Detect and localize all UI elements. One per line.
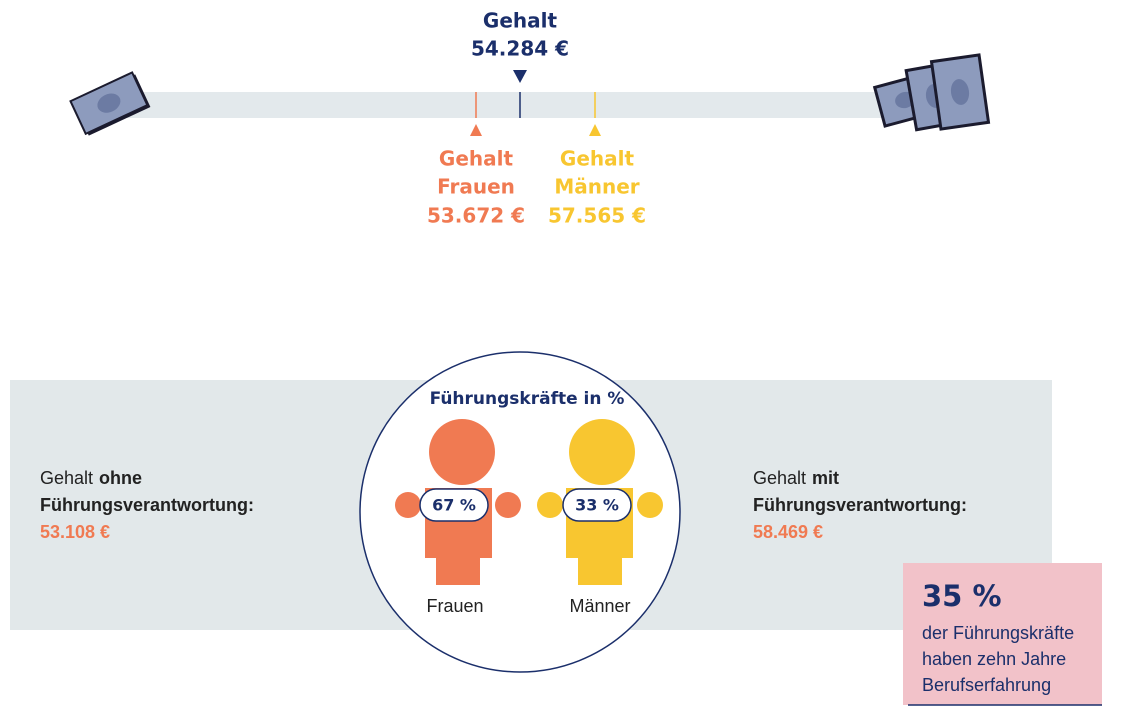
label: Gehalt <box>560 147 635 171</box>
callout-text: haben zehn Jahre <box>922 649 1066 669</box>
marker-arrow-women <box>470 124 482 136</box>
share: 33 % <box>575 496 619 515</box>
label: Männer <box>554 175 639 199</box>
figure-label: Frauen <box>426 596 483 616</box>
salary-without-value: 53.108 € <box>40 522 110 542</box>
money-icon-right <box>875 55 989 130</box>
callout-figure: 35 % <box>922 579 1002 613</box>
marker-arrow-men <box>589 124 601 136</box>
salary-without-line1: Gehalt ohne <box>40 468 142 488</box>
leadership-title: Führungskräfte in % <box>430 389 625 409</box>
salary-with-line2: Führungsverantwortung: <box>753 495 967 515</box>
prefix: Gehalt <box>40 468 93 488</box>
callout-text: der Führungskräfte <box>922 623 1074 643</box>
label: Frauen <box>437 175 515 199</box>
share: 67 % <box>432 496 476 515</box>
salary-with-value: 58.469 € <box>753 522 823 542</box>
prefix: Gehalt <box>753 468 806 488</box>
emphasis: ohne <box>99 468 142 488</box>
value: 54.284 € <box>471 37 569 61</box>
infographic: Gehalt 54.284 € Gehalt Frauen 53.672 € G… <box>0 0 1135 708</box>
salary-without-line2: Führungsverantwortung: <box>40 495 254 515</box>
label: Gehalt <box>439 147 514 171</box>
value: 57.565 € <box>548 204 646 228</box>
figure-label: Männer <box>569 596 630 616</box>
salary-bar <box>125 92 905 118</box>
money-icon-left <box>70 72 150 137</box>
value: 53.672 € <box>427 204 525 228</box>
salary-with-line1: Gehalt mit <box>753 468 839 488</box>
page: Gehalt 54.284 € Gehalt Frauen 53.672 € G… <box>0 0 1135 708</box>
label: Gehalt <box>483 9 558 33</box>
emphasis: mit <box>812 468 839 488</box>
marker-arrow-overall <box>513 70 527 83</box>
callout-text: Berufserfahrung <box>922 675 1051 695</box>
